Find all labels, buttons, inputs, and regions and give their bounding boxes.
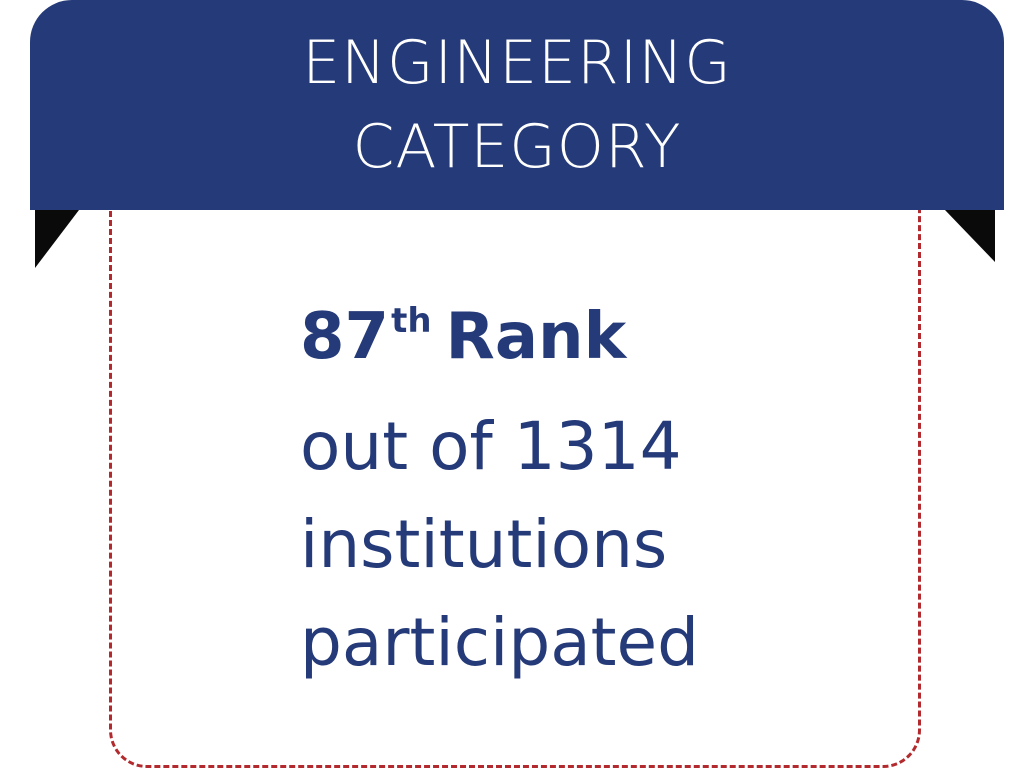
banner-line-1: ENGINEERING <box>302 28 732 98</box>
dashed-card-border <box>109 190 921 768</box>
rank-label: Rank <box>445 300 627 374</box>
category-banner: ENGINEERING CATEGORY <box>30 0 1004 210</box>
total-institutions-text: out of 1314 <box>300 408 682 485</box>
ribbon-fold-left <box>35 210 79 268</box>
institutions-text: institutions <box>300 506 668 583</box>
rank-suffix: th <box>391 301 432 341</box>
banner-line-2: CATEGORY <box>352 112 682 182</box>
participated-text: participated <box>300 604 700 681</box>
rank-heading: 87th Rank <box>300 300 626 374</box>
ribbon-fold-right <box>945 210 995 262</box>
rank-number: 87 <box>300 300 390 374</box>
